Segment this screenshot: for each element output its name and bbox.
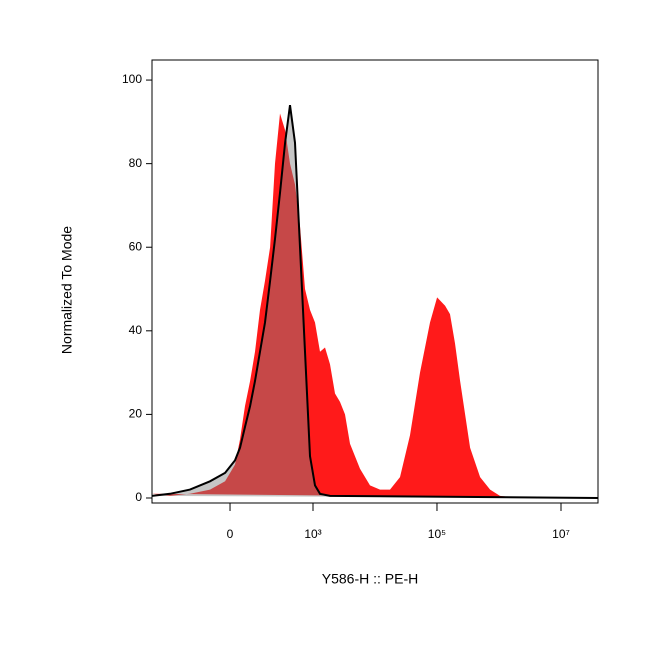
histogram-area xyxy=(152,105,598,498)
x-tick-label: 10⁵ xyxy=(428,527,446,541)
y-axis-label: Normalized To Mode xyxy=(59,226,75,354)
histogram-outline xyxy=(151,104,599,499)
x-tick-label: 10³ xyxy=(304,527,321,541)
y-tick-label: 60 xyxy=(129,239,143,253)
y-tick-label: 100 xyxy=(122,72,142,86)
plot-frame xyxy=(151,59,599,504)
y-tick-label: 20 xyxy=(129,407,143,421)
y-tick-label: 0 xyxy=(135,490,142,504)
histogram-area xyxy=(152,113,598,498)
x-tick-label: 10⁷ xyxy=(552,527,570,541)
x-tick-label: 0 xyxy=(227,527,234,541)
y-tick-label: 80 xyxy=(129,156,143,170)
x-axis-label: Y586-H :: PE-H xyxy=(322,571,418,587)
y-tick-label: 40 xyxy=(129,323,143,337)
